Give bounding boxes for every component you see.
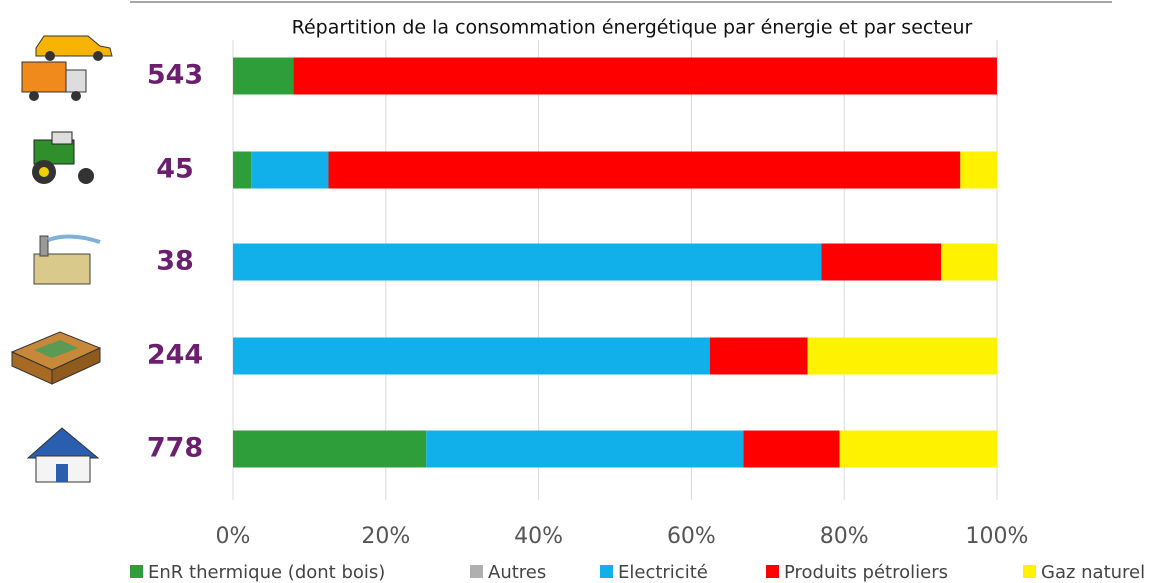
- desk-icon: [12, 332, 100, 384]
- bar-segment: [426, 431, 743, 468]
- chart-title: Répartition de la consommation énergétiq…: [292, 17, 973, 39]
- x-tick-label: 40%: [514, 524, 563, 549]
- bar-segment: [960, 152, 997, 189]
- chart: Répartition de la consommation énergétiq…: [0, 0, 1168, 583]
- legend-swatch: [766, 565, 779, 578]
- bar-segment: [808, 338, 997, 375]
- car-icon: [36, 36, 112, 61]
- x-tick-label: 0%: [216, 524, 251, 549]
- bar-segment: [840, 431, 997, 468]
- x-tick-label: 80%: [820, 524, 869, 549]
- icons: [12, 36, 112, 482]
- bar-segment: [251, 152, 328, 189]
- x-tick-label: 60%: [667, 524, 716, 549]
- bar-segment: [233, 58, 293, 95]
- category-label: 45: [156, 154, 194, 185]
- legend-swatch: [600, 565, 613, 578]
- bar-segment: [233, 152, 251, 189]
- x-tick-label: 100%: [966, 524, 1029, 549]
- bar-segment: [743, 431, 839, 468]
- legend-swatch: [130, 565, 143, 578]
- category-label: 778: [147, 433, 203, 464]
- tractor-icon: [32, 132, 94, 184]
- bar-segment: [329, 152, 961, 189]
- bar-segment: [293, 58, 997, 95]
- legend-label: EnR thermique (dont bois): [148, 562, 385, 583]
- legend-swatch: [470, 565, 483, 578]
- legend-swatch: [1023, 565, 1036, 578]
- bar-segment: [821, 244, 941, 281]
- bar-segment: [710, 338, 808, 375]
- legend-label: Autres: [488, 562, 546, 583]
- legend-label: Produits pétroliers: [784, 562, 948, 583]
- bar-segment: [233, 431, 426, 468]
- category-label: 543: [147, 60, 203, 91]
- legend-label: Electricité: [618, 562, 708, 583]
- house-icon: [28, 428, 98, 482]
- factory-icon: [34, 236, 100, 284]
- truck-icon: [22, 62, 86, 101]
- bar-segment: [941, 244, 997, 281]
- x-tick-label: 20%: [361, 524, 410, 549]
- bar-segment: [233, 338, 710, 375]
- bar-segment: [233, 244, 821, 281]
- legend-label: Gaz naturel: [1041, 562, 1145, 583]
- category-label: 38: [156, 246, 194, 277]
- category-label: 244: [147, 340, 203, 371]
